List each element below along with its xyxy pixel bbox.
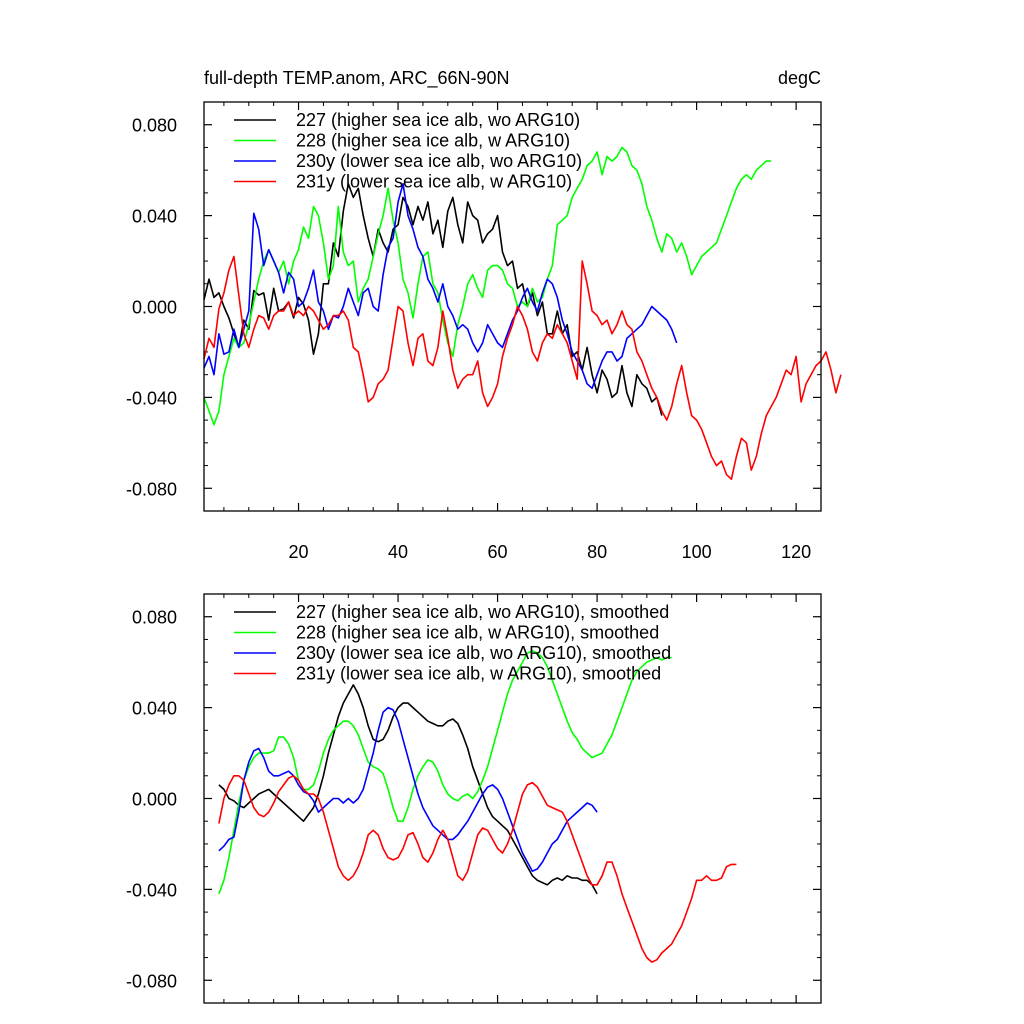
legend-label-1: 228 (higher sea ice alb, w ARG10) [296, 131, 570, 151]
bottom-panel-legend: 227 (higher sea ice alb, wo ARG10), smoo… [234, 602, 671, 684]
series-line-2 [218, 706, 598, 873]
top-panel-ticks: -0.080 -0.040 0.000 0.040 0.080 20 40 60 80 100 12… [126, 101, 821, 562]
top-panel-frame [203, 101, 822, 512]
series-line-0 [218, 684, 598, 895]
units-label: degC [778, 68, 821, 88]
legend-label-0: 227 (higher sea ice alb, wo ARG10) [296, 110, 580, 130]
y-tick-label: -0.080 [126, 971, 177, 991]
legend-label-3: 231y (lower sea ice alb, w ARG10) [296, 172, 572, 192]
top-panel-lines [203, 146, 842, 481]
bottom-panel-frame [203, 593, 822, 1004]
chart-title: full-depth TEMP.anom, ARC_66N-90N [204, 68, 510, 89]
bottom-panel-lines [218, 649, 737, 963]
x-tick-label: 100 [682, 542, 712, 562]
series-line-2 [203, 183, 678, 390]
y-tick-label: -0.080 [126, 479, 177, 499]
series-line-3 [203, 255, 842, 481]
x-tick-label: 40 [388, 542, 408, 562]
y-tick-label: 0.000 [132, 790, 177, 810]
x-tick-label: 80 [587, 542, 607, 562]
y-tick-label: -0.040 [126, 388, 177, 408]
y-tick-label: 0.080 [132, 608, 177, 628]
series-line-1 [203, 146, 772, 426]
y-tick-label: -0.040 [126, 880, 177, 900]
legend-label-3: 231y (lower sea ice alb, w ARG10), smoot… [296, 664, 661, 684]
x-tick-label: 60 [488, 542, 508, 562]
y-tick-label: 0.000 [132, 298, 177, 318]
x-tick-label: 120 [781, 542, 811, 562]
legend-label-2: 230y (lower sea ice alb, wo ARG10), smoo… [296, 643, 671, 663]
legend-label-1: 228 (higher sea ice alb, w ARG10), smoot… [296, 623, 659, 643]
series-line-3 [218, 774, 737, 963]
legend-label-2: 230y (lower sea ice alb, wo ARG10) [296, 151, 582, 171]
y-tick-label: 0.040 [132, 207, 177, 227]
bottom-panel: -0.080 -0.040 0.000 0.040 0.080 227 (higher … [126, 593, 822, 1004]
x-tick-label: 20 [289, 542, 309, 562]
bottom-panel-ticks: -0.080 -0.040 0.000 0.040 0.080 [126, 593, 821, 1004]
y-tick-label: 0.040 [132, 699, 177, 719]
legend-label-0: 227 (higher sea ice alb, wo ARG10), smoo… [296, 602, 669, 622]
y-tick-label: 0.080 [132, 116, 177, 136]
series-line-1 [218, 649, 672, 895]
top-panel: full-depth TEMP.anom, ARC_66N-90N degC -… [126, 68, 842, 562]
top-panel-legend: 227 (higher sea ice alb, wo ARG10)228 (h… [234, 110, 582, 192]
